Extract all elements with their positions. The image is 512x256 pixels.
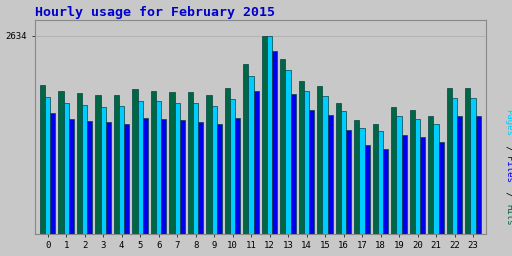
Bar: [286, 70, 291, 234]
Bar: [40, 85, 45, 234]
Text: Files: Files: [504, 156, 512, 182]
Bar: [317, 86, 323, 234]
Bar: [50, 113, 55, 234]
Bar: [267, 36, 272, 234]
Bar: [198, 122, 203, 234]
Bar: [248, 76, 253, 234]
Bar: [45, 97, 50, 234]
Bar: [447, 88, 452, 234]
Bar: [272, 51, 278, 234]
Bar: [82, 105, 87, 234]
Bar: [180, 120, 185, 234]
Bar: [151, 91, 156, 234]
Bar: [211, 106, 217, 234]
Text: Pages: Pages: [504, 110, 512, 136]
Bar: [465, 88, 471, 234]
Text: /: /: [504, 141, 512, 156]
Bar: [100, 106, 105, 234]
Bar: [169, 92, 175, 234]
Bar: [401, 135, 407, 234]
Bar: [262, 36, 267, 234]
Bar: [420, 137, 425, 234]
Bar: [378, 132, 383, 234]
Bar: [383, 149, 388, 234]
Bar: [87, 121, 92, 234]
Bar: [471, 98, 476, 234]
Bar: [452, 98, 457, 234]
Bar: [225, 88, 230, 234]
Bar: [175, 103, 180, 234]
Bar: [373, 124, 378, 234]
Bar: [391, 107, 396, 234]
Bar: [346, 130, 351, 234]
Bar: [230, 99, 235, 234]
Bar: [188, 92, 193, 234]
Bar: [132, 89, 138, 234]
Bar: [415, 119, 420, 234]
Bar: [156, 101, 161, 234]
Bar: [457, 116, 462, 234]
Bar: [354, 120, 359, 234]
Bar: [410, 110, 415, 234]
Bar: [217, 124, 222, 234]
Bar: [95, 94, 100, 234]
Bar: [336, 103, 341, 234]
Bar: [243, 65, 248, 234]
Bar: [365, 145, 370, 234]
Bar: [434, 124, 439, 234]
Bar: [328, 115, 333, 234]
Bar: [193, 103, 198, 234]
Text: Hits: Hits: [504, 204, 512, 226]
Bar: [63, 103, 69, 234]
Bar: [299, 81, 304, 234]
Bar: [280, 59, 286, 234]
Bar: [476, 116, 481, 234]
Bar: [396, 116, 401, 234]
Bar: [69, 119, 74, 234]
Bar: [359, 128, 365, 234]
Bar: [439, 142, 444, 234]
Bar: [309, 110, 314, 234]
Text: /: /: [504, 187, 512, 202]
Bar: [58, 91, 63, 234]
Bar: [114, 95, 119, 234]
Bar: [253, 91, 259, 234]
Bar: [341, 111, 346, 234]
Bar: [323, 96, 328, 234]
Bar: [119, 106, 124, 234]
Bar: [124, 124, 130, 234]
Bar: [206, 95, 211, 234]
Bar: [161, 119, 166, 234]
Bar: [428, 116, 434, 234]
Bar: [291, 94, 296, 234]
Bar: [105, 122, 111, 234]
Bar: [304, 91, 309, 234]
Text: Hourly usage for February 2015: Hourly usage for February 2015: [35, 6, 275, 18]
Bar: [77, 93, 82, 234]
Bar: [235, 118, 240, 234]
Bar: [143, 118, 148, 234]
Bar: [138, 101, 143, 234]
